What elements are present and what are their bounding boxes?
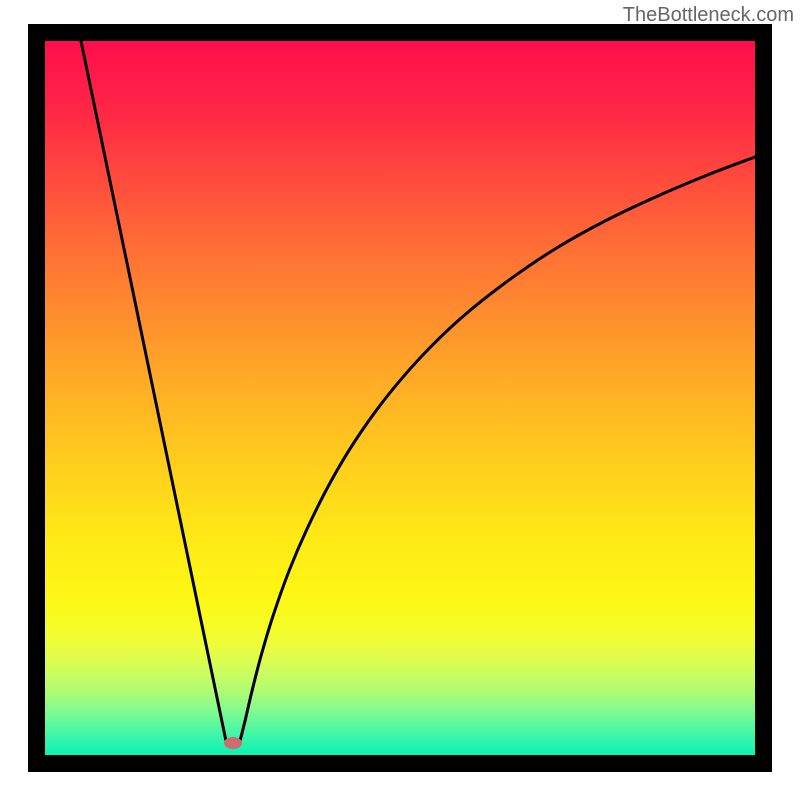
left-descending-line bbox=[81, 41, 226, 741]
chart-curves bbox=[45, 41, 755, 755]
right-asymptotic-curve bbox=[240, 157, 755, 741]
vertex-marker bbox=[224, 737, 242, 749]
chart-frame bbox=[28, 24, 772, 772]
attribution-text: TheBottleneck.com bbox=[623, 4, 794, 27]
